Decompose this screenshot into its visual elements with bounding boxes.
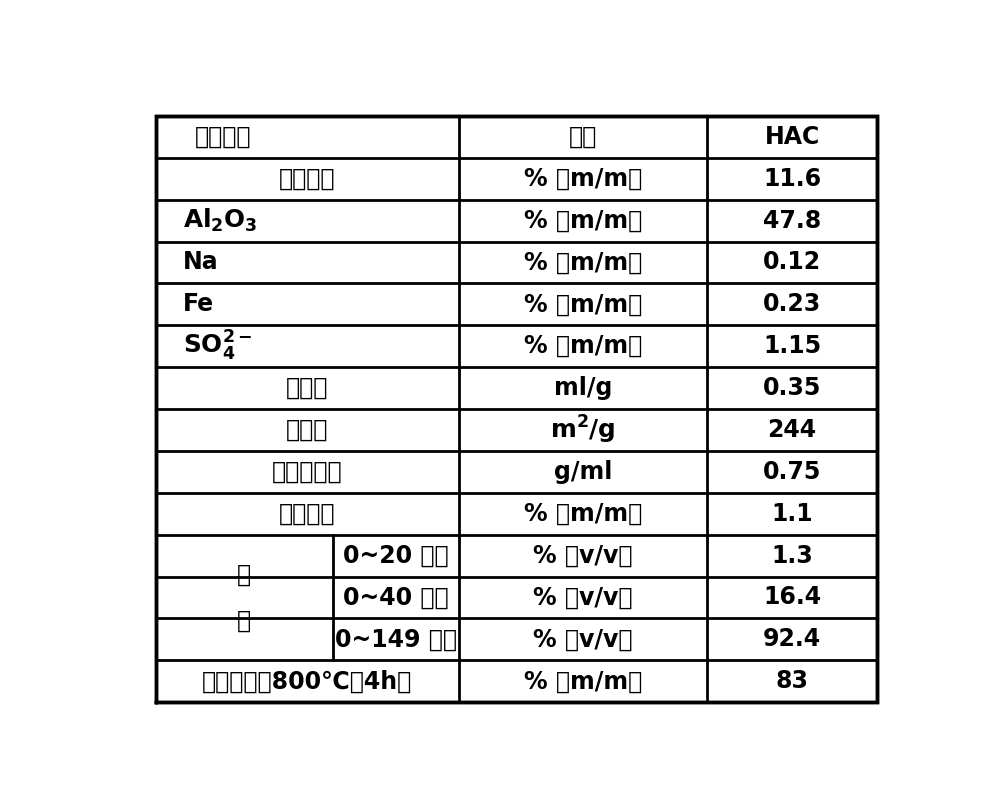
Text: 0~40 微米: 0~40 微米 (343, 586, 448, 609)
Text: $\mathbf{Al_2O_3}$: $\mathbf{Al_2O_3}$ (183, 207, 258, 234)
Text: % （m/m）: % （m/m） (524, 250, 642, 275)
Text: 磨损指数: 磨损指数 (279, 501, 336, 526)
Text: 92.4: 92.4 (763, 628, 821, 651)
Text: 0.75: 0.75 (763, 460, 821, 484)
Text: 0.12: 0.12 (763, 250, 821, 275)
Text: 83: 83 (776, 669, 809, 693)
Text: % （v/v）: % （v/v） (533, 544, 633, 568)
Text: $\mathbf{SO_4^{2-}}$: $\mathbf{SO_4^{2-}}$ (183, 329, 252, 364)
Text: $\mathbf{m^2/g}$: $\mathbf{m^2/g}$ (550, 414, 616, 446)
Text: 1.1: 1.1 (771, 501, 813, 526)
Text: 1.3: 1.3 (771, 544, 813, 568)
Text: Fe: Fe (183, 292, 214, 317)
Text: 244: 244 (767, 418, 817, 442)
Text: % （m/m）: % （m/m） (524, 335, 642, 358)
Text: 16.4: 16.4 (763, 586, 821, 609)
Text: 检验项目: 检验项目 (195, 125, 251, 149)
Text: g/ml: g/ml (554, 460, 612, 484)
Text: % （m/m）: % （m/m） (524, 501, 642, 526)
Text: 0.35: 0.35 (763, 376, 821, 400)
Text: % （m/m）: % （m/m） (524, 669, 642, 693)
Text: 0~149 微米: 0~149 微米 (335, 628, 457, 651)
Text: HAC: HAC (764, 125, 820, 149)
Text: 比表面: 比表面 (286, 418, 329, 442)
Text: % （v/v）: % （v/v） (533, 628, 633, 651)
Text: 0~20 微米: 0~20 微米 (343, 544, 448, 568)
Text: Na: Na (183, 250, 219, 275)
Text: 灼烧减量: 灼烧减量 (279, 167, 336, 190)
Text: % （v/v）: % （v/v） (533, 586, 633, 609)
Text: % （m/m）: % （m/m） (524, 292, 642, 317)
Text: 度: 度 (237, 608, 251, 633)
Text: 0.23: 0.23 (763, 292, 821, 317)
Text: 11.6: 11.6 (763, 167, 821, 190)
Text: 47.8: 47.8 (763, 209, 821, 232)
Text: 表观堆密度: 表观堆密度 (272, 460, 343, 484)
Text: 孔体积: 孔体积 (286, 376, 329, 400)
Text: % （m/m）: % （m/m） (524, 209, 642, 232)
Text: 粒: 粒 (237, 562, 251, 586)
Text: 单位: 单位 (569, 125, 597, 149)
Text: 1.15: 1.15 (763, 335, 821, 358)
Text: 微活指数（800℃，4h）: 微活指数（800℃，4h） (202, 669, 412, 693)
Text: ml/g: ml/g (554, 376, 612, 400)
Text: % （m/m）: % （m/m） (524, 167, 642, 190)
